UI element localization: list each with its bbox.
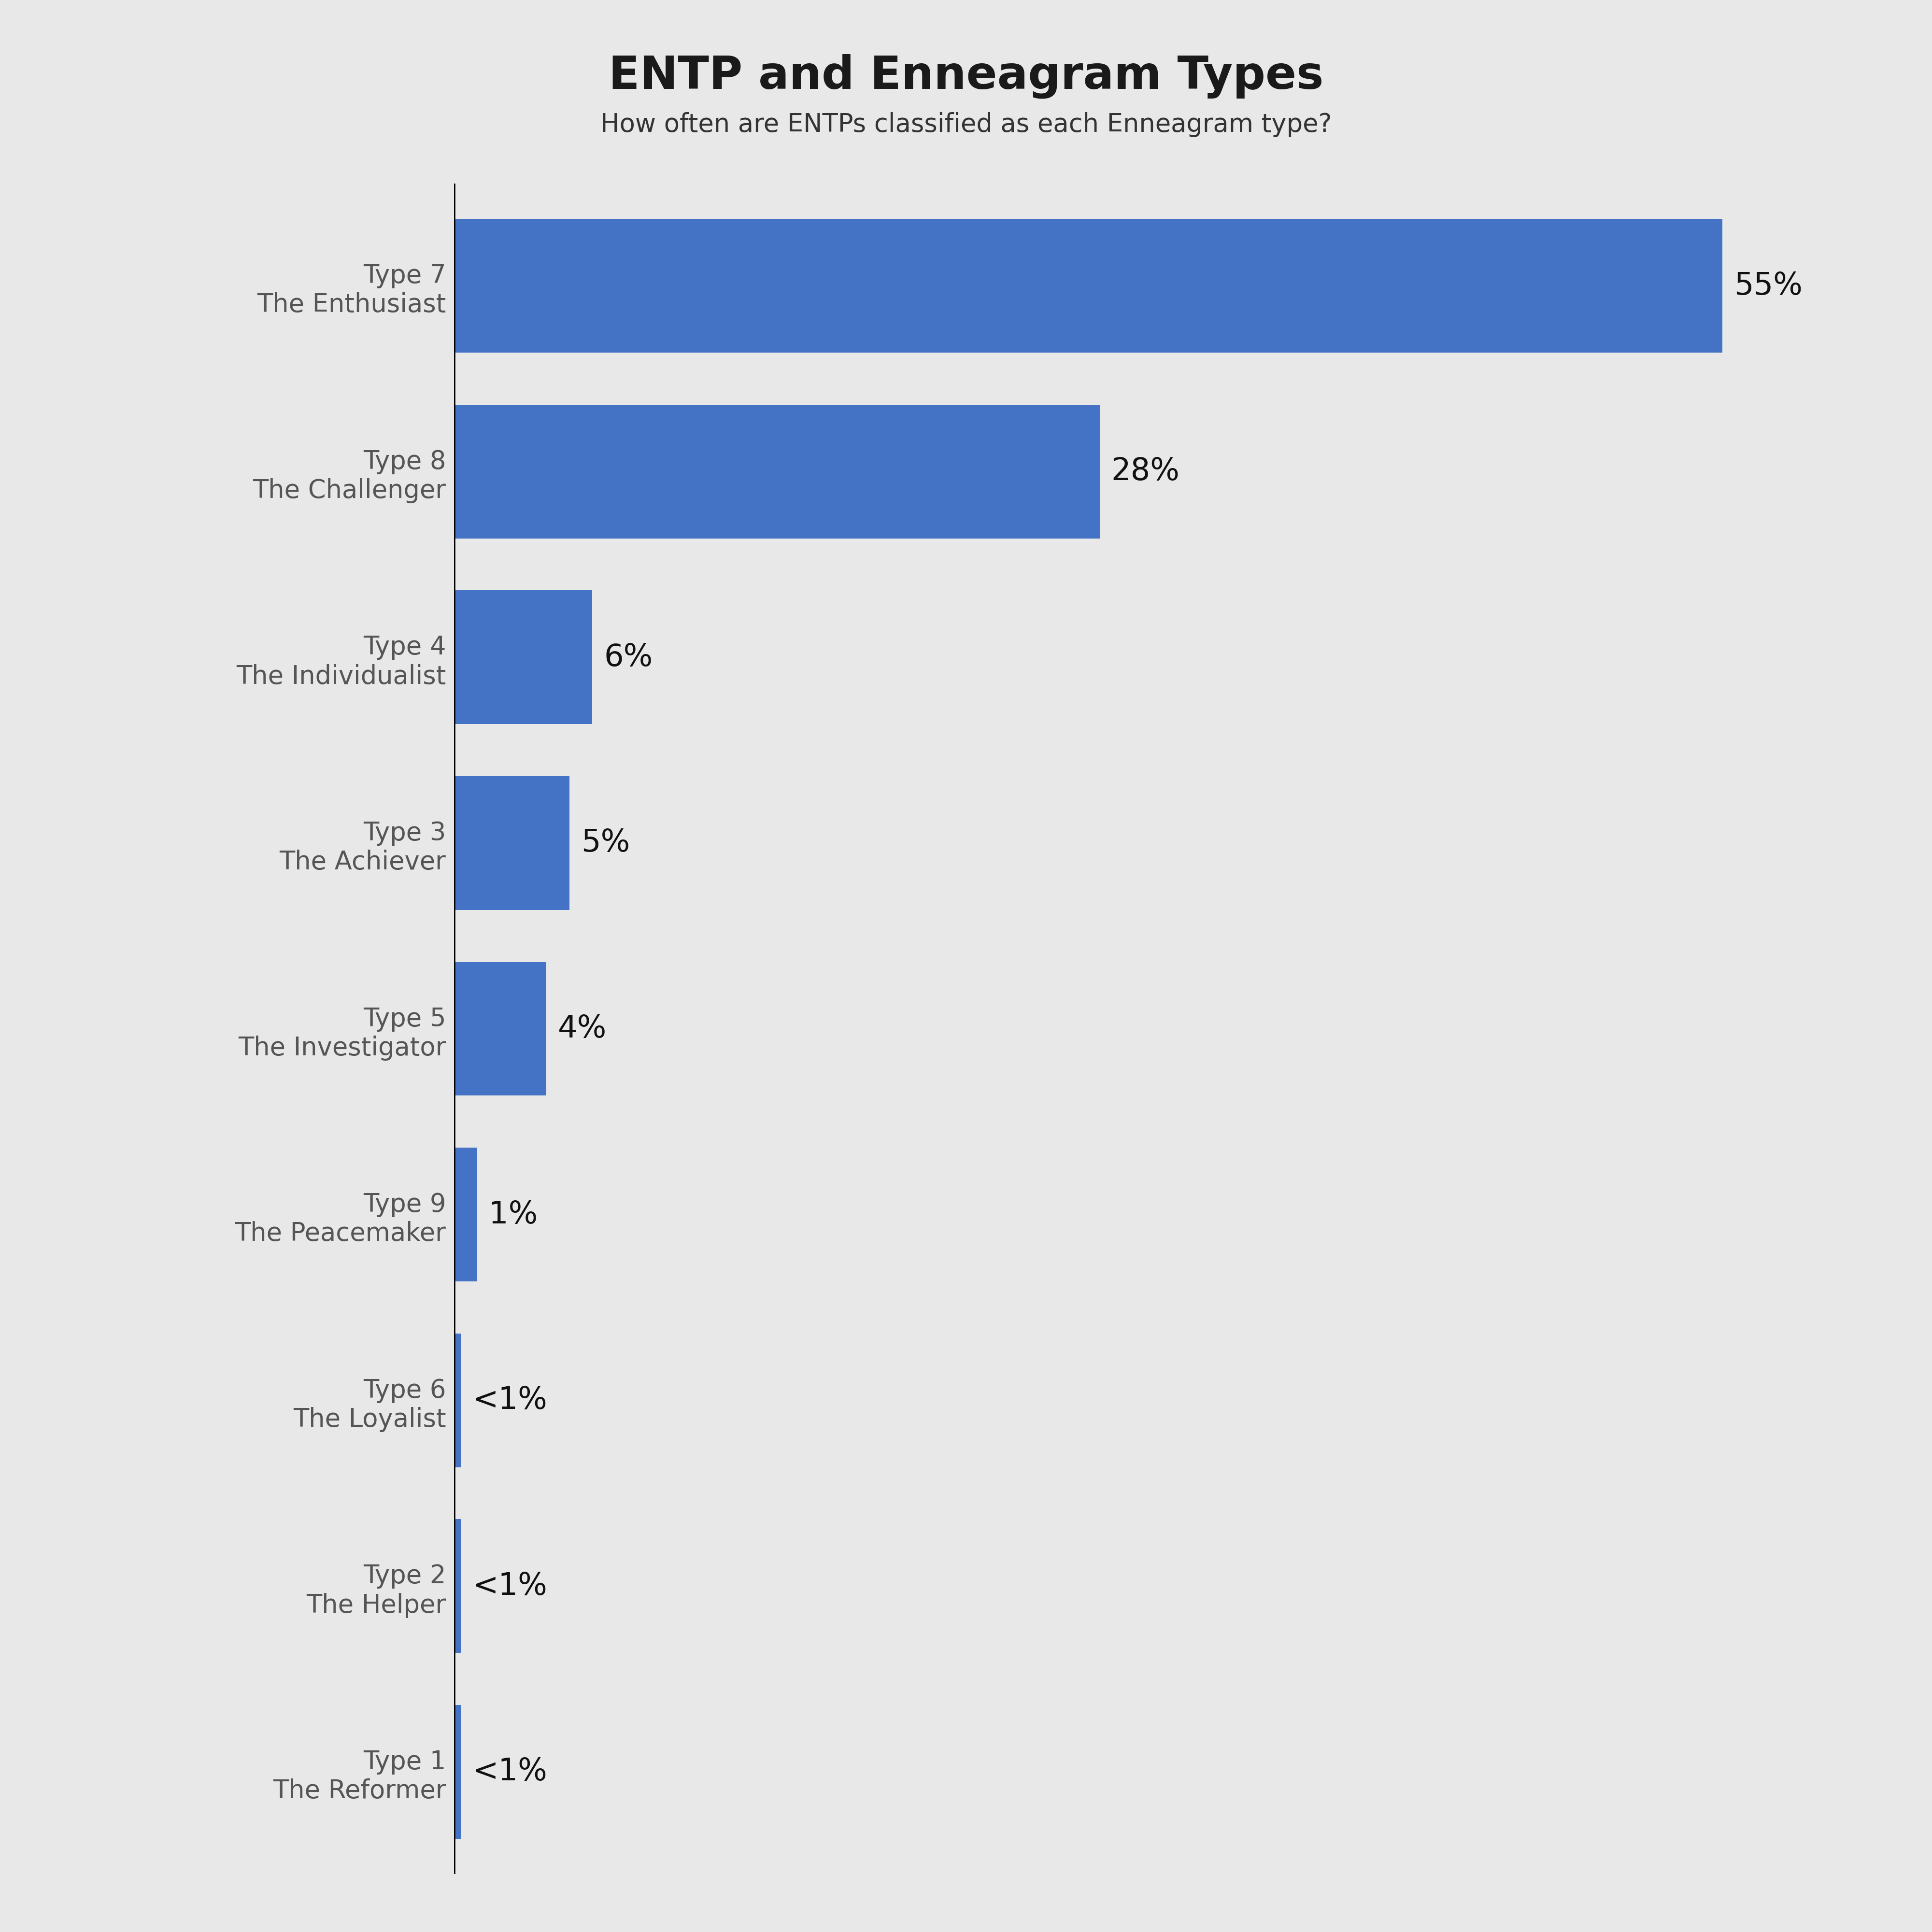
Text: 1%: 1% [489,1200,537,1229]
Bar [454,1333,462,1466]
Text: 6%: 6% [605,641,653,672]
Text: <1%: <1% [473,1756,547,1787]
Text: 28%: 28% [1111,456,1180,487]
Bar [454,1148,477,1281]
Text: How often are ENTPs classified as each Enneagram type?: How often are ENTPs classified as each E… [601,112,1331,137]
Text: 5%: 5% [582,829,630,858]
Bar [454,404,1099,539]
Text: ENTP and Enneagram Types: ENTP and Enneagram Types [609,54,1323,99]
Bar [454,1519,462,1654]
Text: 55%: 55% [1733,270,1803,301]
Bar [454,591,593,724]
Bar [454,218,1721,352]
Text: 4%: 4% [558,1014,607,1043]
Bar [454,777,570,910]
Text: <1%: <1% [473,1385,547,1416]
Bar [454,1704,462,1839]
Text: <1%: <1% [473,1571,547,1602]
Bar [454,962,547,1095]
